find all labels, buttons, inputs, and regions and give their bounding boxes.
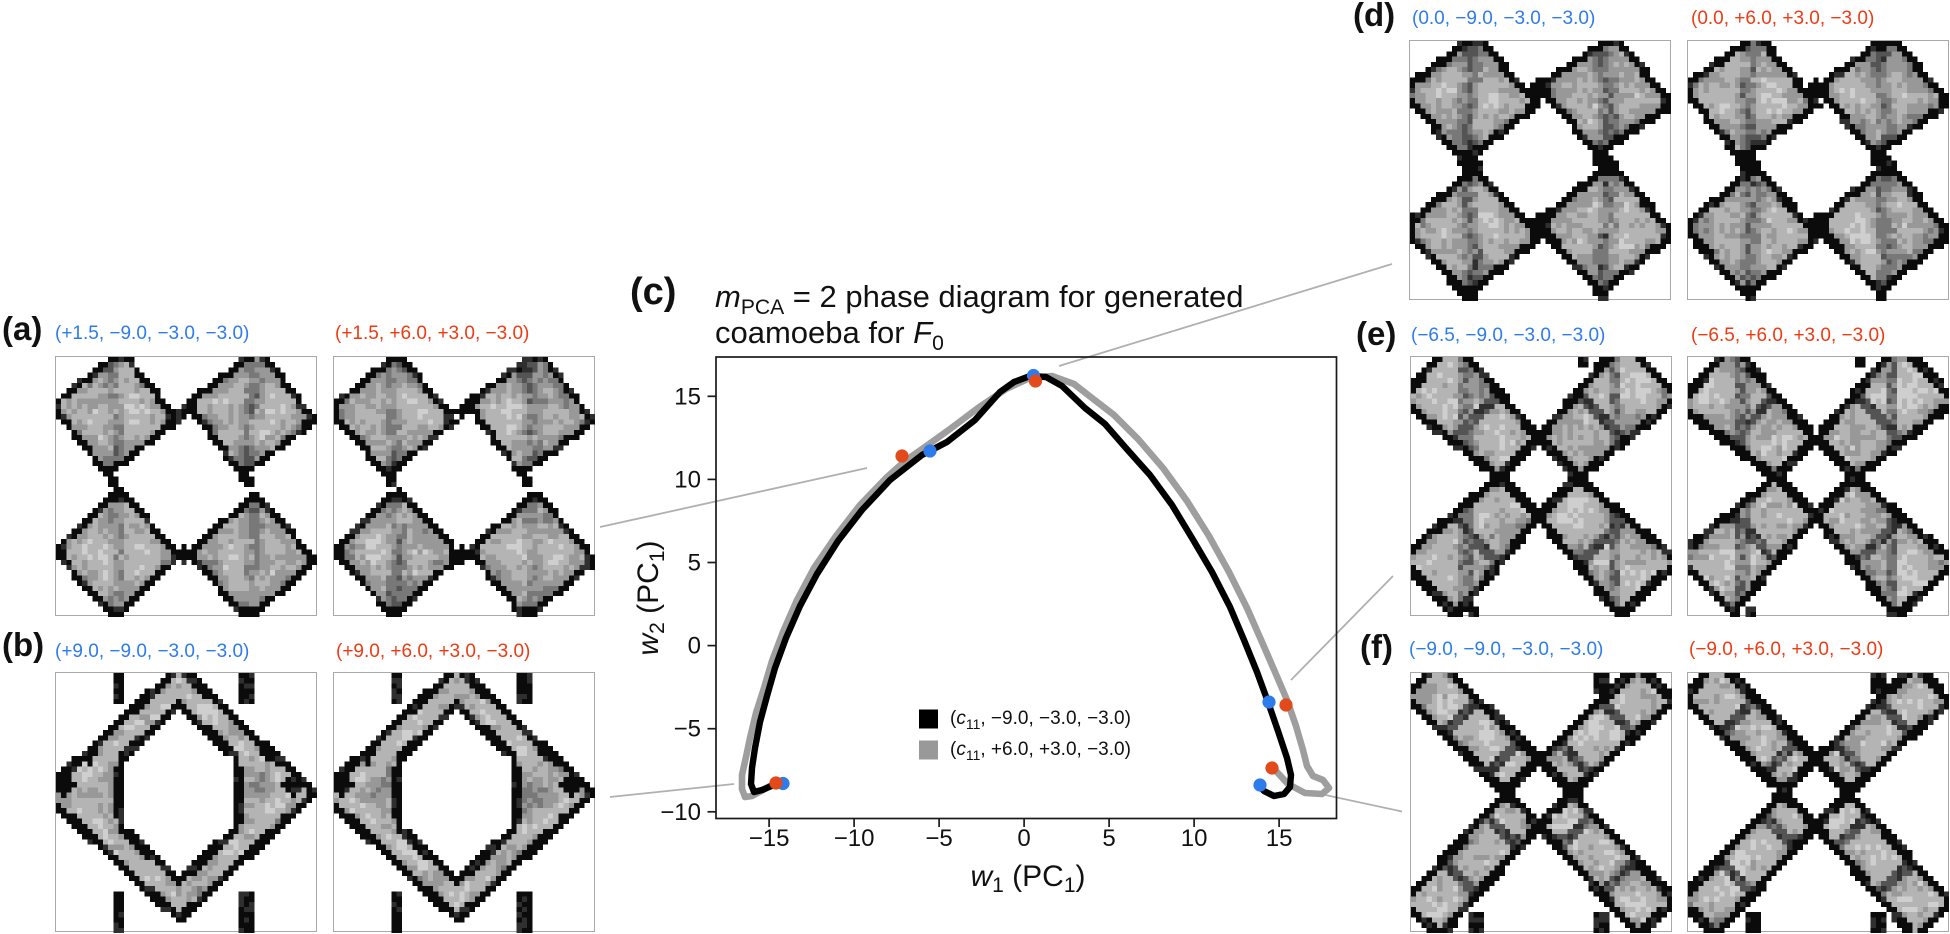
svg-text:(c11, +6.0, +3.0, −3.0): (c11, +6.0, +3.0, −3.0): [950, 739, 1131, 763]
svg-text:0: 0: [688, 633, 701, 660]
svg-text:15: 15: [674, 383, 701, 410]
svg-text:15: 15: [1266, 825, 1293, 852]
svg-text:10: 10: [674, 466, 701, 493]
svg-text:(c11, −9.0, −3.0, −3.0): (c11, −9.0, −3.0, −3.0): [950, 708, 1131, 732]
svg-text:−10: −10: [834, 825, 875, 852]
svg-text:−5: −5: [925, 825, 952, 852]
svg-text:−10: −10: [660, 799, 701, 826]
svg-text:5: 5: [1102, 825, 1115, 852]
svg-text:0: 0: [1017, 825, 1030, 852]
svg-text:w1 (PC1): w1 (PC1): [970, 860, 1085, 897]
svg-text:10: 10: [1181, 825, 1208, 852]
svg-text:−5: −5: [674, 716, 701, 743]
svg-text:−15: −15: [749, 825, 790, 852]
svg-text:5: 5: [688, 550, 701, 577]
svg-text:w2 (PC1): w2 (PC1): [632, 540, 669, 655]
